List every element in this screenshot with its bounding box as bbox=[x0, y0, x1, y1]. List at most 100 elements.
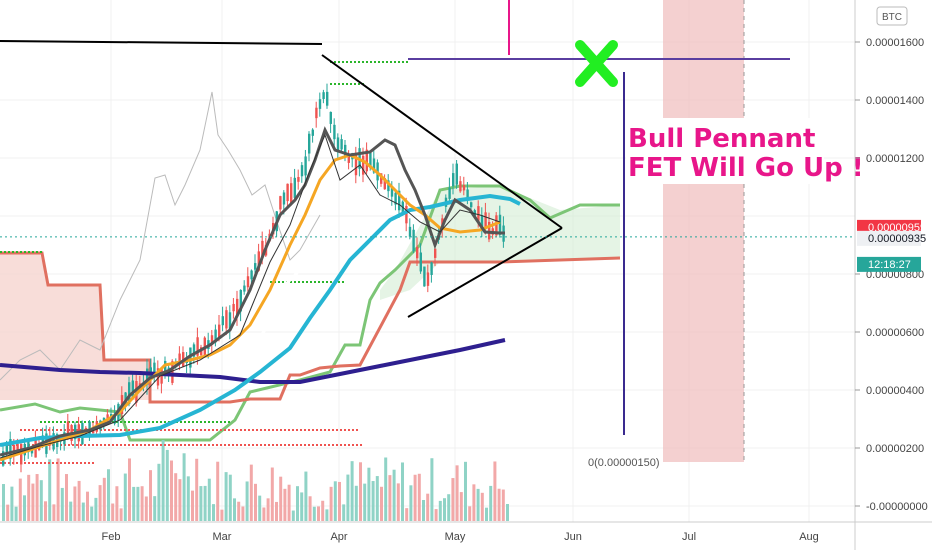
volume-bar bbox=[388, 475, 392, 521]
price-tag-label-1: 0.00000935 bbox=[868, 233, 926, 245]
candle-body bbox=[419, 252, 422, 272]
candle-body bbox=[380, 173, 383, 184]
annotation-line-1: Bull Pennant bbox=[628, 124, 815, 154]
candle-body bbox=[304, 156, 307, 176]
volume-bar bbox=[81, 502, 85, 521]
x-tick-label-0: Feb bbox=[102, 531, 121, 543]
candle-body bbox=[308, 133, 311, 154]
volume-bar bbox=[65, 474, 68, 521]
pennant-lower-line bbox=[407, 227, 563, 318]
volume-bar bbox=[212, 504, 215, 521]
candle-body bbox=[398, 190, 401, 211]
candle-body bbox=[459, 181, 462, 192]
candle-body bbox=[383, 178, 386, 190]
y-tick-label-5: 0.00000400 bbox=[866, 385, 924, 397]
candle-body bbox=[214, 329, 217, 343]
volume-bar bbox=[102, 477, 106, 521]
candle-body bbox=[171, 361, 174, 383]
candle-body bbox=[322, 92, 325, 99]
candle-body bbox=[336, 137, 340, 151]
y-tick-label-7: -0.00000000 bbox=[866, 501, 928, 513]
volume-bar bbox=[501, 489, 505, 521]
volume-bar bbox=[489, 485, 493, 521]
candle-body bbox=[246, 276, 250, 288]
candle-body bbox=[340, 139, 343, 150]
volume-bar bbox=[10, 486, 14, 521]
volume-bar bbox=[304, 471, 308, 521]
volume-bar bbox=[405, 508, 409, 521]
candle-body bbox=[261, 240, 264, 258]
volume-bar bbox=[149, 470, 152, 521]
volume-bar bbox=[195, 458, 199, 521]
volume-bar bbox=[401, 462, 404, 521]
volume-bar bbox=[132, 486, 136, 521]
cloud-fill-bear bbox=[0, 253, 150, 400]
candle-body bbox=[153, 362, 156, 378]
candle-body bbox=[164, 360, 167, 376]
volume-bar bbox=[375, 476, 379, 521]
volume-bar bbox=[52, 504, 56, 521]
candle-body bbox=[250, 270, 253, 280]
volume-bar bbox=[144, 496, 148, 521]
candle-body bbox=[466, 189, 469, 200]
candle-body bbox=[462, 185, 466, 191]
volume-bar bbox=[275, 501, 278, 521]
candle-body bbox=[416, 246, 419, 259]
candle-body bbox=[286, 183, 289, 202]
volume-bar bbox=[342, 504, 346, 521]
candle-body bbox=[221, 316, 224, 326]
volume-bar bbox=[480, 492, 484, 521]
volume-bar bbox=[350, 461, 354, 521]
candle-body bbox=[290, 183, 293, 204]
fib-level-label: 0(0.00000150) bbox=[588, 457, 660, 469]
cross-icon bbox=[575, 40, 618, 87]
volume-bar bbox=[191, 490, 194, 521]
volume-bar bbox=[455, 465, 459, 521]
candle-body bbox=[362, 155, 365, 175]
currency-badge-box[interactable] bbox=[876, 6, 908, 26]
candle-body bbox=[488, 221, 491, 240]
volume-bar bbox=[317, 506, 320, 521]
volume-bar bbox=[447, 494, 451, 521]
x-tick-label-2: Apr bbox=[330, 531, 347, 543]
candle-body bbox=[228, 312, 232, 331]
cloud-upper-line bbox=[0, 184, 620, 442]
volume-bar bbox=[128, 458, 131, 521]
volume-bar bbox=[140, 486, 144, 521]
volume-bar bbox=[44, 501, 47, 521]
volume-bar bbox=[233, 498, 236, 521]
volume-bar bbox=[409, 485, 413, 521]
y-tick-label-6: 0.00000200 bbox=[866, 443, 924, 455]
volume-bar bbox=[220, 509, 224, 521]
price-line-thin bbox=[0, 133, 501, 459]
cloud-lower-line bbox=[0, 251, 621, 404]
volume-bar bbox=[506, 504, 509, 521]
candle-body bbox=[254, 263, 257, 270]
volume-bar bbox=[254, 483, 257, 521]
candle-body bbox=[239, 289, 242, 312]
volume-bar bbox=[73, 486, 77, 521]
price-tag-box-2 bbox=[857, 256, 921, 272]
volume-bar bbox=[472, 484, 476, 521]
volume-bar bbox=[443, 498, 446, 521]
volume-bar bbox=[413, 474, 417, 521]
volume-bar bbox=[270, 467, 274, 521]
candle-body bbox=[9, 438, 12, 459]
volume-bar bbox=[115, 486, 119, 521]
volume-bar bbox=[6, 504, 10, 521]
volume-bar bbox=[371, 481, 375, 521]
annotation-line-2: FET Will Go Up ! bbox=[628, 153, 864, 183]
volume-bar bbox=[136, 486, 140, 521]
volume-bar bbox=[157, 463, 161, 521]
volume-bar bbox=[35, 474, 39, 521]
price-tag-box-1 bbox=[857, 230, 921, 246]
candle-body bbox=[326, 91, 329, 106]
volume-bar bbox=[170, 460, 173, 521]
volume-bar bbox=[287, 484, 291, 521]
volume-bar bbox=[60, 487, 64, 521]
volume-bar bbox=[430, 458, 434, 521]
candle-body bbox=[218, 324, 221, 339]
candle-body bbox=[480, 215, 484, 231]
